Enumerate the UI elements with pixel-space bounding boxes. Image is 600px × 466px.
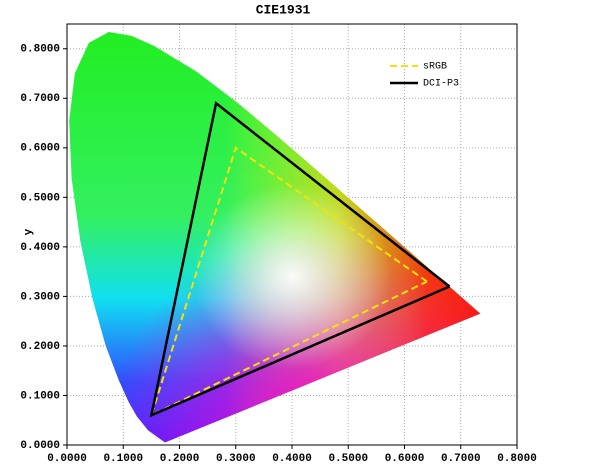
plot-frame [66,23,518,446]
x-tick-label: 0.3000 [216,453,256,465]
x-tick-label: 0.1000 [103,453,143,465]
x-tick-label: 0.6000 [385,453,425,465]
y-tick-label: 0.2000 [20,341,60,353]
legend: sRGB DCI-P3 [390,62,459,90]
chart-title: CIE1931 [256,2,311,17]
legend-label: DCI-P3 [423,79,459,90]
gamut-line [149,146,428,418]
x-tick-label: 0.4000 [272,453,312,465]
x-tick-label: 0.2000 [160,453,200,465]
x-tick-label: 0.7000 [441,453,481,465]
x-tick-label: 0.5000 [328,453,368,465]
x-tick-label: 0.0000 [47,453,87,465]
y-tick-label: 0.6000 [20,143,60,155]
y-tick-label: 0.5000 [20,192,60,204]
legend-label: sRGB [423,62,447,73]
y-tick-label: 0.1000 [20,390,60,402]
y-tick-label: 0.4000 [20,242,60,254]
y-tick-label: 0.8000 [20,44,60,56]
y-tick-label: 0.3000 [20,291,60,303]
y-tick-label: 0.0000 [20,440,60,452]
gamut-line [149,101,451,418]
axes: 0.0000 0.1000 0.2000 0.3000 0.4000 0.5000 0.60… [20,23,537,465]
y-axis-label: y [23,228,35,235]
y-tick-label: 0.7000 [20,93,60,105]
x-tick-label: 0.8000 [497,453,537,465]
